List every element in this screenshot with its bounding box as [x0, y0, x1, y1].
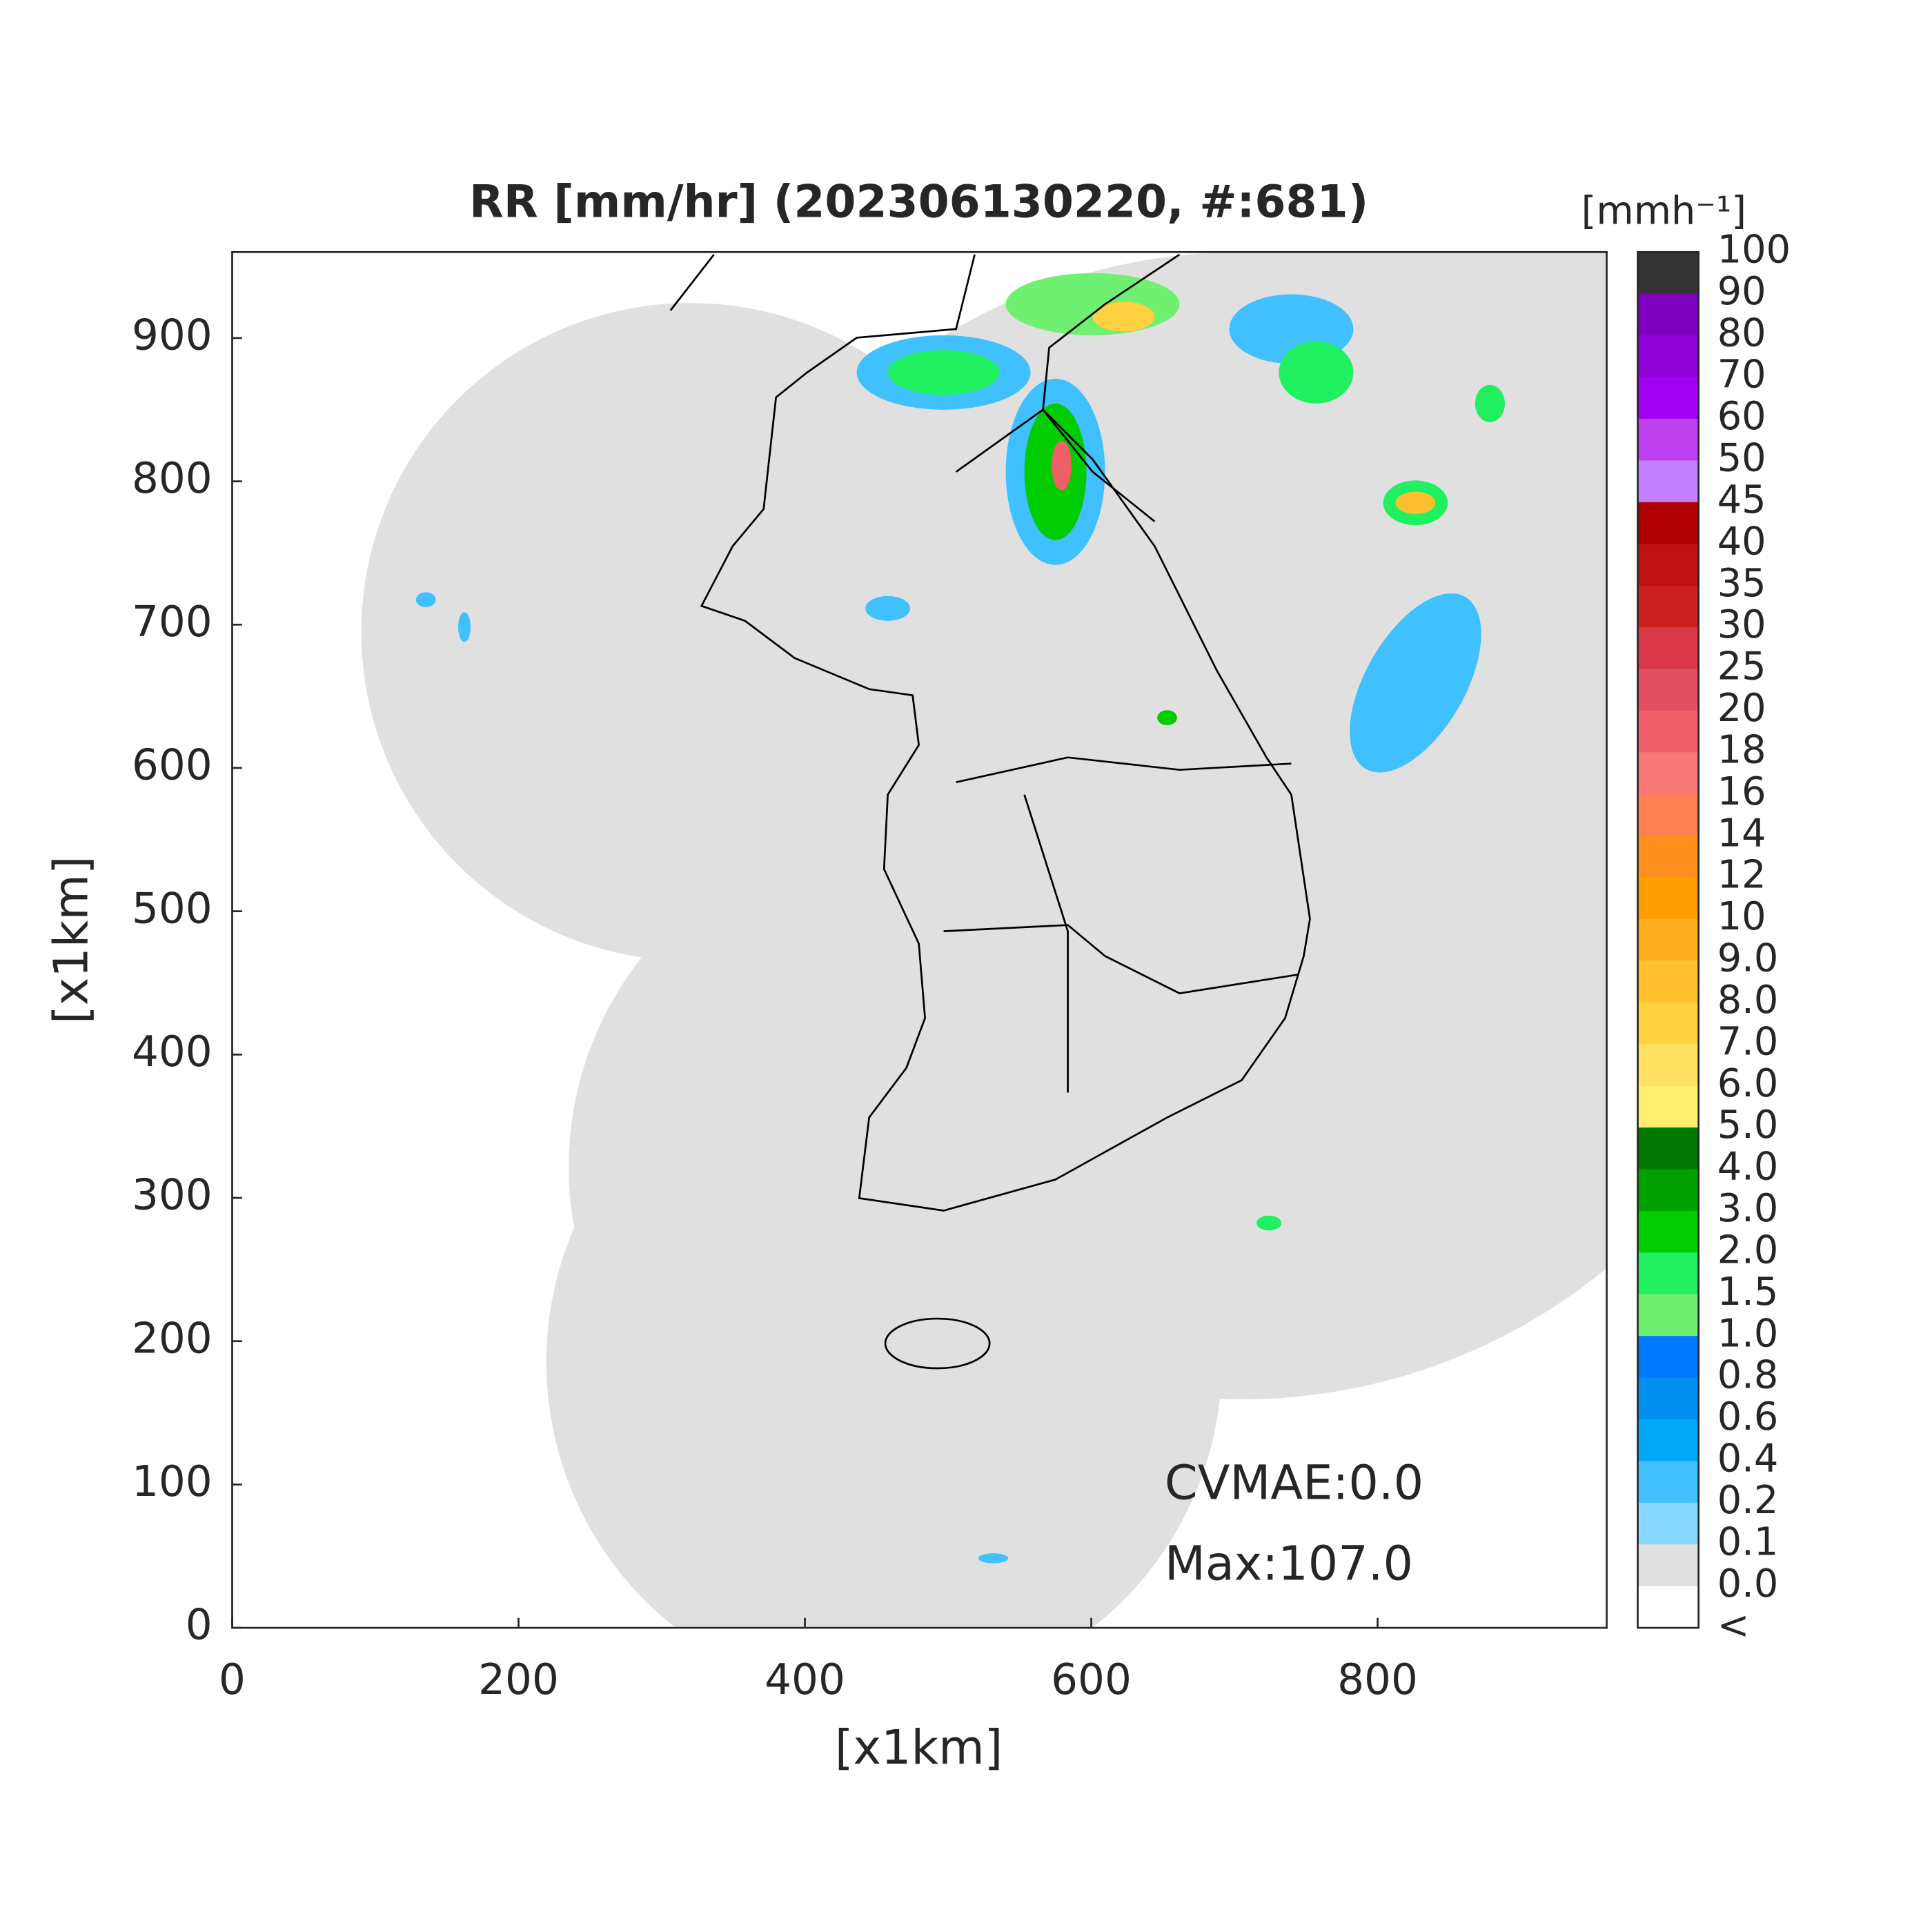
colorbar-swatch: [1637, 1294, 1699, 1337]
colorbar-swatch: [1637, 460, 1699, 503]
colorbar-label: 60: [1717, 394, 1766, 439]
colorbar-label: 50: [1717, 436, 1766, 481]
radar-coverage: [361, 252, 1607, 1628]
colorbar-swatch: [1637, 1461, 1699, 1504]
y-tick-label: 200: [132, 1314, 213, 1363]
x-tick-label: 800: [1337, 1655, 1418, 1704]
colorbar-label: 90: [1717, 269, 1766, 314]
colorbar-label: 9.0: [1717, 936, 1779, 981]
colorbar-label: 7.0: [1717, 1019, 1779, 1064]
plot-frame: [231, 250, 1608, 1629]
colorbar-label: 12: [1717, 853, 1766, 898]
colorbar-label: 25: [1717, 644, 1766, 689]
colorbar-swatch: [1637, 377, 1699, 420]
colorbar-label: 20: [1717, 686, 1766, 731]
colorbar-swatch: [1637, 1169, 1699, 1212]
colorbar-swatch: [1637, 1127, 1699, 1170]
colorbar-swatch: [1637, 919, 1699, 962]
coastline: [669, 253, 1311, 1370]
colorbar-label: 1.5: [1717, 1270, 1779, 1314]
colorbar-label: 14: [1717, 811, 1766, 856]
colorbar-swatch: [1637, 1252, 1699, 1295]
y-tick-label: 0: [186, 1601, 213, 1650]
annotation: CVMAE:0.0: [1165, 1457, 1423, 1511]
colorbar-swatch: [1637, 836, 1699, 878]
y-tick-label: 400: [132, 1027, 213, 1076]
colorbar-label: 45: [1717, 477, 1766, 522]
colorbar-swatch: [1637, 293, 1699, 337]
y-axis-label: [x1km]: [45, 856, 99, 1024]
colorbar-swatch: [1637, 335, 1699, 378]
colorbar-swatch: [1637, 418, 1699, 462]
colorbar-label: 16: [1717, 769, 1766, 814]
colorbar-swatch: [1637, 1336, 1699, 1379]
colorbar-label: 3.0: [1717, 1186, 1779, 1231]
colorbar-label: 4.0: [1717, 1145, 1779, 1190]
y-tick-label: 500: [132, 884, 213, 933]
colorbar-label: 1.0: [1717, 1311, 1779, 1356]
colorbar-swatch: [1637, 1544, 1699, 1587]
x-tick-label: 400: [765, 1655, 845, 1704]
colorbar-swatch: [1637, 502, 1699, 545]
colorbar-label: 6.0: [1717, 1061, 1779, 1106]
colorbar-frame: [1637, 250, 1700, 1629]
y-tick-label: 700: [132, 598, 213, 647]
colorbar-label: 70: [1717, 353, 1766, 397]
colorbar-label: 8.0: [1717, 978, 1779, 1023]
colorbar-swatch: [1637, 1210, 1699, 1254]
colorbar-swatch: [1637, 1419, 1699, 1462]
x-tick-label: 0: [219, 1655, 246, 1704]
colorbar-label: <: [1717, 1603, 1750, 1648]
colorbar-label: 40: [1717, 519, 1766, 564]
colorbar-swatch: [1637, 1502, 1699, 1546]
colorbar-label: 0.4: [1717, 1437, 1779, 1481]
colorbar-label: 5.0: [1717, 1103, 1779, 1147]
colorbar-label: 18: [1717, 727, 1766, 772]
colorbar-label: 35: [1717, 561, 1766, 606]
colorbar-swatch: [1637, 1044, 1699, 1087]
colorbar-swatch: [1637, 585, 1699, 628]
colorbar-label: 10: [1717, 894, 1766, 939]
colorbar-label: 80: [1717, 310, 1766, 355]
colorbar-swatch: [1637, 1085, 1699, 1128]
colorbar-swatch: [1637, 752, 1699, 795]
title: RR [mm/hr] (202306130220, #:681): [469, 176, 1368, 228]
colorbar-swatch: [1637, 544, 1699, 586]
x-tick-label: 600: [1051, 1655, 1132, 1704]
colorbar-swatch: [1637, 1377, 1699, 1420]
colorbar-swatch: [1637, 1586, 1699, 1629]
colorbar-label: 0.8: [1717, 1353, 1779, 1398]
y-tick-label: 900: [132, 311, 213, 360]
colorbar-label: 0.0: [1717, 1561, 1779, 1606]
y-tick-label: 800: [132, 454, 213, 503]
annotation: Max:107.0: [1165, 1537, 1413, 1591]
colorbar-label: 30: [1717, 602, 1766, 647]
colorbar-label: 0.1: [1717, 1519, 1779, 1564]
colorbar-label: 0.2: [1717, 1478, 1779, 1523]
colorbar-label: 0.6: [1717, 1394, 1779, 1439]
precipitation: [415, 273, 1505, 1564]
colorbar-unit: [mmh⁻¹]: [1581, 189, 1746, 234]
colorbar-label: 100: [1717, 227, 1791, 272]
colorbar-swatch: [1637, 1002, 1699, 1045]
colorbar-swatch: [1637, 627, 1699, 670]
colorbar-swatch: [1637, 669, 1699, 711]
x-tick-label: 200: [478, 1655, 559, 1704]
colorbar-swatch: [1637, 252, 1699, 295]
y-tick-label: 100: [132, 1457, 213, 1506]
x-axis-label: [x1km]: [835, 1721, 1003, 1775]
y-tick-label: 600: [132, 741, 213, 790]
colorbar-swatch: [1637, 877, 1699, 920]
y-tick-label: 300: [132, 1171, 213, 1220]
colorbar-swatch: [1637, 793, 1699, 837]
colorbar-swatch: [1637, 960, 1699, 1003]
colorbar-swatch: [1637, 710, 1699, 753]
colorbar-label: 2.0: [1717, 1228, 1779, 1272]
plot-area: [361, 252, 1607, 1628]
